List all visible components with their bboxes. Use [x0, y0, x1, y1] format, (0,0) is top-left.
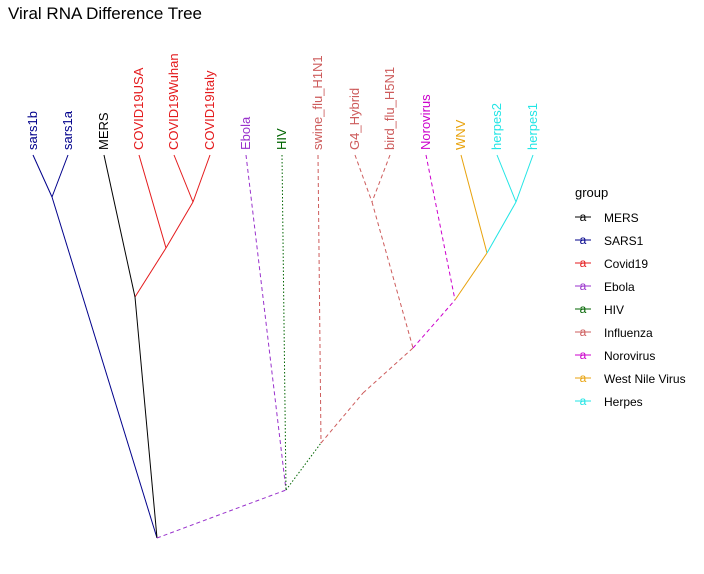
tree-edge-21 [425, 154, 456, 301]
leaf-label-COVID19Wuhan: COVID19Wuhan [166, 53, 181, 150]
tree-edge-24 [486, 201, 517, 254]
leaf-label-COVID19Italy: COVID19Italy [202, 70, 217, 150]
tree-edge-18 [371, 201, 414, 349]
tree-edge-8 [103, 154, 136, 298]
tree-edge-6 [165, 201, 194, 249]
leaf-label-WNV: WNV [453, 119, 468, 150]
legend-item-sars1: a SARS1 [575, 233, 644, 248]
legend-label: Norovirus [604, 349, 655, 363]
legend-item-west-nile-virus: a West Nile Virus [575, 371, 686, 386]
legend-label: HIV [604, 303, 624, 317]
tree-edge-14 [320, 392, 364, 444]
legend-label: Influenza [604, 326, 653, 340]
legend-label: Ebola [604, 280, 635, 294]
leaf-label-swine_flu_H1N1: swine_flu_H1N1 [310, 55, 325, 150]
legend-title: group [575, 185, 608, 200]
tree-edge-0 [32, 154, 53, 198]
tree-edge-22 [454, 252, 488, 301]
legend-item-ebola: a Ebola [575, 279, 635, 294]
leaf-label-Ebola: Ebola [238, 116, 253, 150]
tree-edge-5 [138, 154, 167, 249]
legend-item-norovirus: a Norovirus [575, 348, 655, 363]
tree-edge-23 [460, 154, 488, 254]
legend-label: Herpes [604, 395, 643, 409]
leaf-labels: sars1b sars1a MERS COVID19USA COVID19Wuhan CO… [25, 53, 540, 150]
legend-item-hiv: a HIV [575, 302, 624, 317]
leaf-label-sars1a: sars1a [60, 110, 75, 150]
leaf-label-MERS: MERS [96, 112, 111, 150]
legend-label: MERS [604, 211, 639, 225]
tree-edge-1 [51, 154, 69, 198]
legend-item-herpes: a Herpes [575, 394, 643, 409]
chart-title: Viral RNA Difference Tree [8, 4, 203, 23]
legend-label: West Nile Virus [604, 372, 686, 386]
tree-edge-17 [371, 154, 391, 203]
tree-edge-4 [192, 154, 211, 203]
legend-item-influenza: a Influenza [575, 325, 653, 340]
leaf-label-Norovirus: Norovirus [418, 94, 433, 150]
tree-edge-7 [134, 247, 167, 298]
tree-edge-26 [515, 154, 534, 203]
leaf-label-HIV: HIV [274, 128, 289, 150]
tree-edge-25 [496, 154, 517, 203]
leaf-label-G4_Hybrid: G4_Hybrid [347, 88, 362, 150]
tree-edge-11 [245, 154, 287, 491]
tree-edge-20 [412, 299, 456, 349]
leaf-label-bird_flu_H5N1: bird_flu_H5N1 [382, 67, 397, 150]
tree-edge-12 [285, 442, 322, 491]
legend: group a MERS a SARS1 a Covid19 a Ebola a HIV a Influ… [575, 185, 686, 409]
tree-edges [32, 154, 534, 539]
leaf-label-sars1b: sars1b [25, 111, 40, 150]
tree-edge-3 [173, 154, 194, 203]
tree-edge-2 [51, 196, 158, 539]
tree-edge-9 [134, 296, 158, 539]
leaf-label-herpes2: herpes2 [489, 103, 504, 150]
tree-edge-15 [317, 154, 322, 444]
legend-label: Covid19 [604, 257, 648, 271]
legend-item-covid19: a Covid19 [575, 256, 648, 271]
legend-label: SARS1 [604, 234, 644, 248]
leaf-label-COVID19USA: COVID19USA [131, 67, 146, 150]
leaf-label-herpes1: herpes1 [525, 103, 540, 150]
tree-edge-13 [281, 154, 287, 491]
tree-edge-10 [156, 489, 287, 539]
tree-edge-19 [362, 347, 414, 394]
legend-item-mers: a MERS [575, 210, 639, 225]
tree-edge-16 [354, 154, 373, 203]
